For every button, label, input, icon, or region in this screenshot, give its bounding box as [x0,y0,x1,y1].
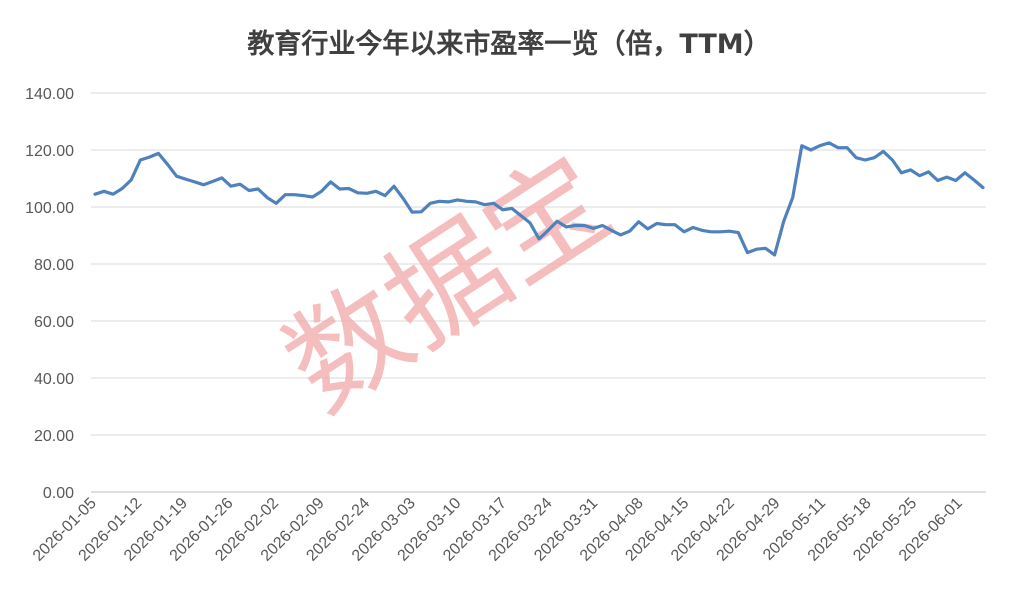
x-axis-ticks: 2026-01-052026-01-122026-01-192026-01-26… [30,495,966,565]
y-tick-label: 20.00 [34,428,74,445]
y-axis-ticks: 0.00 20.00 40.00 60.00 80.00 100.00 120.00 140.… [25,86,74,502]
series-layer [93,141,985,257]
chart-title: 教育行业今年以来市盈率一览（倍，TTM） [247,29,771,60]
y-tick-label: 40.00 [34,371,74,388]
y-tick-label: 60.00 [34,314,74,331]
y-tick-label: 100.00 [25,200,74,217]
y-tick-label: 80.00 [34,257,74,274]
series-line [93,141,985,257]
y-tick-label: 120.00 [25,143,74,160]
watermark: 数据宝 [262,129,634,438]
gridlines [91,92,986,436]
watermark-text: 数据宝 [262,129,634,438]
y-tick-label: 140.00 [25,86,74,103]
y-tick-label: 0.00 [43,485,74,502]
